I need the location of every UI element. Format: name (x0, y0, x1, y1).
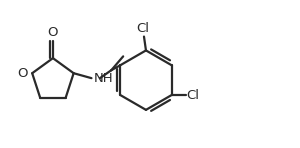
Text: NH: NH (94, 72, 114, 85)
Text: O: O (18, 67, 28, 80)
Text: Cl: Cl (136, 22, 149, 35)
Text: O: O (48, 26, 58, 39)
Text: Cl: Cl (187, 89, 200, 102)
